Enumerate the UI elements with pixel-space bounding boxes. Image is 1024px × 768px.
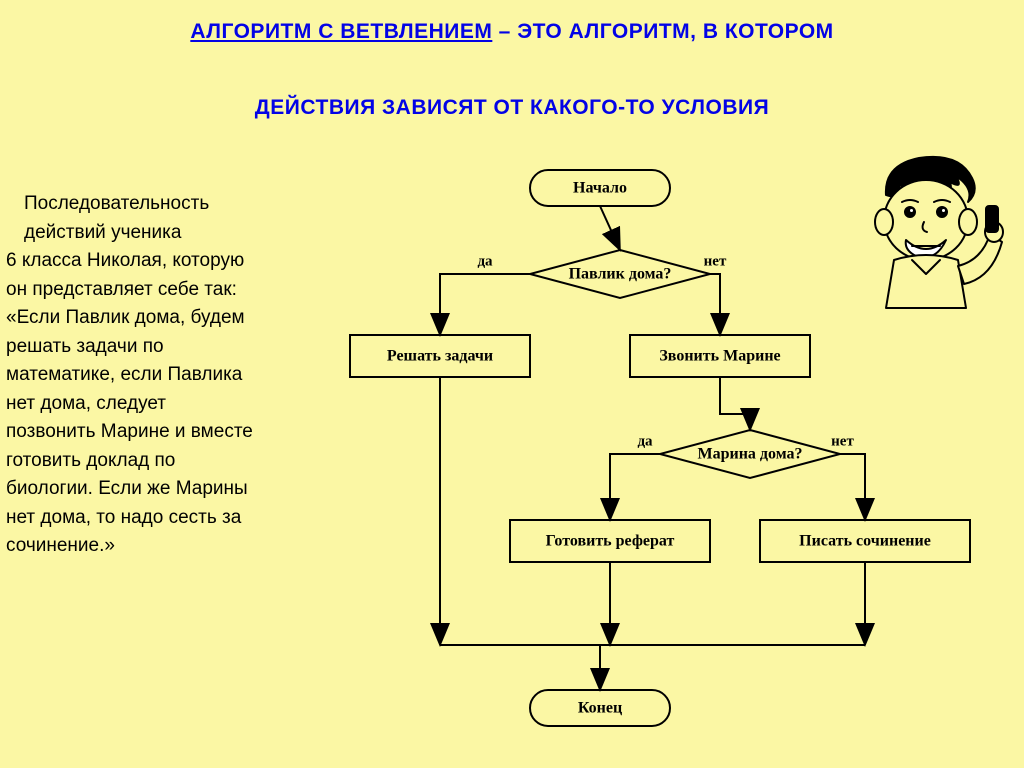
svg-text:Звонить Марине: Звонить Марине bbox=[659, 348, 780, 365]
svg-text:нет: нет bbox=[831, 433, 854, 449]
svg-text:Марина дома?: Марина дома? bbox=[697, 446, 802, 463]
boy-illustration bbox=[864, 150, 1004, 310]
svg-text:Начало: Начало bbox=[573, 180, 627, 197]
svg-text:Писать сочинение: Писать сочинение bbox=[799, 533, 931, 550]
svg-text:да: да bbox=[477, 253, 493, 269]
svg-text:Готовить реферат: Готовить реферат bbox=[546, 533, 675, 550]
title-underlined: АЛГОРИТМ С ВЕТВЛЕНИЕМ bbox=[190, 20, 492, 43]
svg-text:нет: нет bbox=[704, 253, 727, 269]
svg-text:Решать задачи: Решать задачи bbox=[387, 348, 493, 365]
paragraph-body: 6 класса Николая, которую он представляе… bbox=[6, 250, 253, 556]
svg-text:Павлик дома?: Павлик дома? bbox=[569, 266, 672, 283]
svg-text:Конец: Конец bbox=[578, 700, 622, 717]
title-rest: – ЭТО АЛГОРИТМ, В КОТОРОМ bbox=[492, 20, 833, 43]
title-line-2: ДЕЙСТВИЯ ЗАВИСЯТ ОТ КАКОГО-ТО УСЛОВИЯ bbox=[0, 96, 1024, 120]
paragraph-lead: Последовательность действий ученика bbox=[6, 190, 256, 247]
title-line-1: АЛГОРИТМ С ВЕТВЛЕНИЕМ – ЭТО АЛГОРИТМ, В … bbox=[0, 20, 1024, 44]
description-paragraph: Последовательность действий ученика 6 кл… bbox=[6, 190, 256, 561]
svg-text:да: да bbox=[637, 433, 653, 449]
